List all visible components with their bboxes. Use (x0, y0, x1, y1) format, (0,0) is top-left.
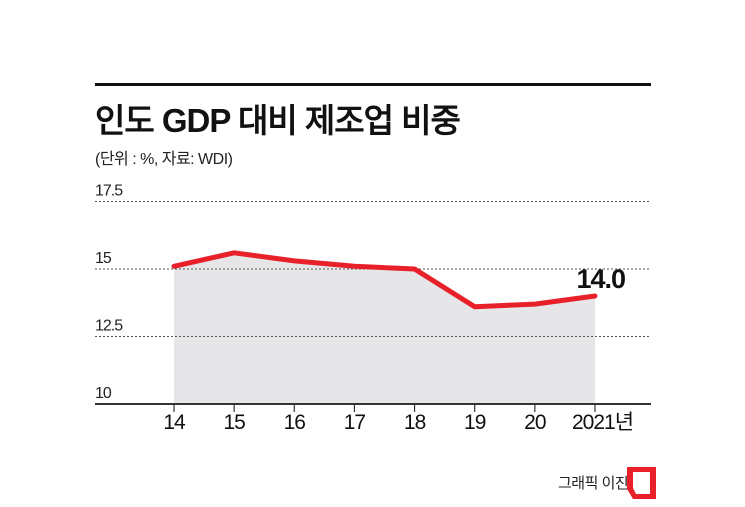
graphic-credit: 그래픽 이진경 (558, 475, 642, 492)
y-tick-label: 15 (95, 250, 112, 267)
area-fill (174, 252, 595, 404)
x-tick-label: 16 (284, 411, 306, 434)
chart-subtitle: (단위 : %, 자료: WDI) (95, 151, 233, 168)
data-line (171, 250, 598, 310)
x-tick-label: 14 (163, 411, 186, 434)
chart-title: 인도 GDP 대비 제조업 비중 (95, 102, 461, 139)
y-tick-label: 12.5 (95, 318, 123, 335)
x-tick-label: 20 (524, 411, 546, 434)
x-tick-label: 18 (404, 411, 426, 434)
x-tick-label: 2021년 (572, 411, 633, 434)
x-tick-label: 17 (344, 411, 366, 434)
data-label: 14.0 (576, 264, 625, 294)
title-rule (95, 83, 651, 86)
x-tick-label: 15 (223, 411, 245, 434)
x-tick-label: 19 (464, 411, 486, 434)
y-tick-label: 17.5 (95, 183, 123, 200)
y-tick-label: 10 (95, 385, 112, 402)
